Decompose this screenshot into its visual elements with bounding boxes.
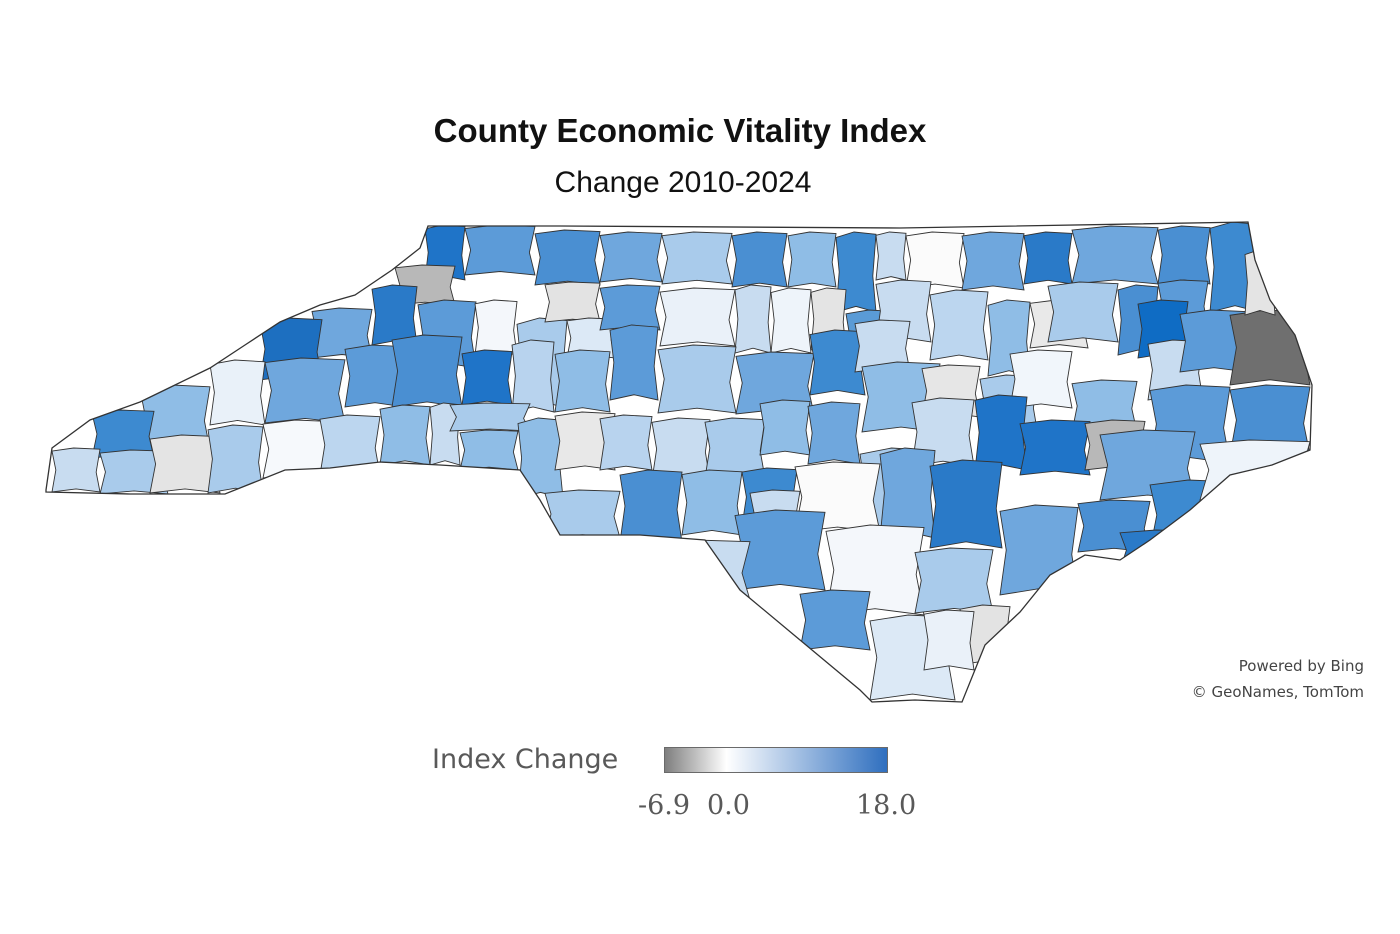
county-region[interactable]: [923, 609, 975, 671]
county-region[interactable]: [149, 434, 221, 494]
county-region[interactable]: [799, 589, 871, 651]
county-region[interactable]: [599, 231, 663, 283]
legend-max-label: 18.0: [856, 790, 917, 821]
credit-bing: Powered by Bing: [1238, 657, 1364, 675]
county-region[interactable]: [649, 539, 751, 601]
county-region[interactable]: [1071, 225, 1159, 285]
county-region[interactable]: [474, 299, 518, 356]
county-region[interactable]: [929, 289, 989, 361]
county-region[interactable]: [1023, 231, 1073, 285]
county-region[interactable]: [429, 402, 461, 466]
county-region[interactable]: [599, 284, 661, 331]
legend-gradient-bar: [664, 747, 888, 773]
county-region[interactable]: [464, 224, 536, 276]
county-region[interactable]: [1244, 249, 1276, 316]
county-region[interactable]: [461, 349, 513, 406]
county-region[interactable]: [1229, 309, 1311, 386]
county-region[interactable]: [209, 359, 266, 426]
county-region[interactable]: [974, 394, 1028, 471]
county-region[interactable]: [734, 509, 826, 591]
county-region[interactable]: [661, 231, 733, 285]
county-region[interactable]: [734, 284, 772, 354]
county-region[interactable]: [704, 417, 766, 479]
county-region[interactable]: [371, 284, 418, 346]
county-region[interactable]: [1199, 439, 1311, 501]
county-region[interactable]: [609, 324, 659, 401]
county-region[interactable]: [544, 489, 621, 539]
county-region[interactable]: [1157, 225, 1211, 285]
county-region[interactable]: [770, 287, 812, 354]
county-region[interactable]: [879, 447, 936, 539]
county-region[interactable]: [379, 404, 431, 466]
county-region[interactable]: [599, 414, 653, 471]
county-region[interactable]: [544, 281, 601, 323]
county-region[interactable]: [929, 459, 1003, 549]
county-region[interactable]: [787, 231, 837, 288]
credit-geonames: © GeoNames, TomTom: [1191, 683, 1364, 701]
county-region[interactable]: [264, 357, 346, 424]
county-region[interactable]: [517, 417, 564, 499]
county-region[interactable]: [554, 349, 611, 413]
county-region[interactable]: [1149, 479, 1236, 551]
county-region[interactable]: [1047, 281, 1119, 343]
county-region[interactable]: [961, 231, 1025, 291]
county-region[interactable]: [875, 231, 907, 281]
county-region[interactable]: [534, 229, 601, 286]
legend-title: Index Change: [432, 744, 619, 775]
county-region[interactable]: [51, 447, 101, 493]
county-region[interactable]: [391, 334, 463, 408]
county-region[interactable]: [999, 504, 1079, 596]
county-region[interactable]: [759, 399, 811, 456]
legend-min-label: -6.9: [638, 790, 691, 821]
county-region[interactable]: [1009, 349, 1073, 409]
county-region[interactable]: [807, 401, 861, 465]
map-title: County Economic Vitality Index: [433, 112, 927, 149]
map-subtitle: Change 2010-2024: [554, 166, 812, 199]
county-region[interactable]: [681, 469, 743, 536]
county-region[interactable]: [1119, 529, 1201, 571]
county-region[interactable]: [659, 287, 736, 347]
county-region[interactable]: [657, 344, 737, 414]
county-region[interactable]: [914, 547, 994, 614]
county-region[interactable]: [554, 411, 616, 471]
county-region[interactable]: [619, 469, 683, 543]
county-region[interactable]: [731, 231, 788, 288]
county-region[interactable]: [905, 231, 965, 289]
legend-mid-label: 0.0: [707, 790, 750, 821]
county-region[interactable]: [459, 429, 519, 471]
county-region[interactable]: [1019, 419, 1091, 476]
county-region[interactable]: [809, 329, 866, 396]
county-region[interactable]: [511, 339, 555, 413]
